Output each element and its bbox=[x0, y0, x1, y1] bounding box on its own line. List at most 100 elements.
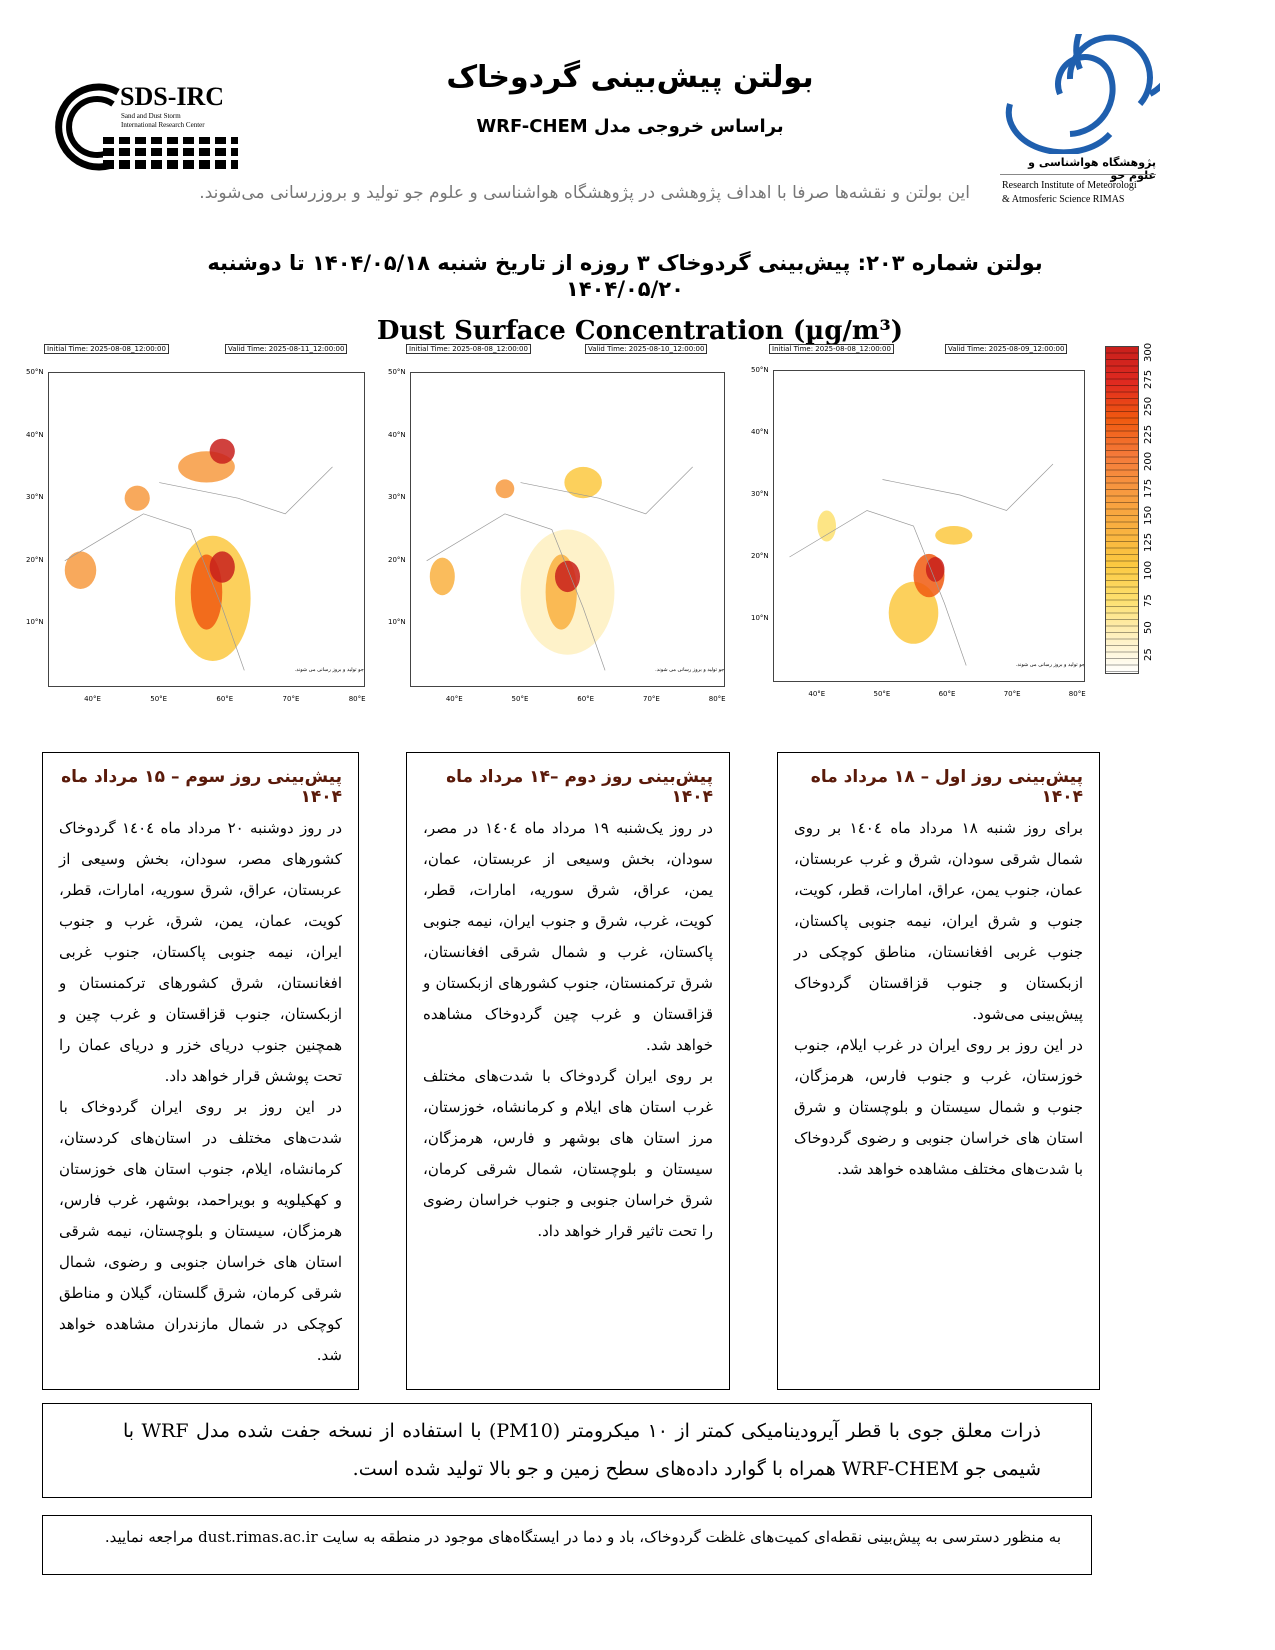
lon-tick-label: 40°E bbox=[445, 695, 463, 703]
lon-tick-label: 60°E bbox=[216, 695, 234, 703]
website-note-box: به منظور دسترسی به پیش‌بینی نقطه‌ای کمیت… bbox=[42, 1515, 1092, 1575]
colorbar-tick-label: 150 bbox=[1143, 506, 1154, 526]
day3-title: پیش‌بینی روز سوم – ۱۵ مرداد ماه ۱۴۰۴ bbox=[61, 767, 342, 807]
map-valid-time: Valid Time: 2025-08-10_12:00:00 bbox=[585, 344, 708, 354]
dust-plume bbox=[935, 526, 973, 545]
map-borders bbox=[789, 463, 1054, 666]
map-plot: این نقشه ها صرفا با اهداف پژوهشی در پژوه… bbox=[48, 372, 365, 687]
dust-plume bbox=[925, 557, 945, 582]
lat-tick-label: 20°N bbox=[388, 555, 406, 564]
dust-plume bbox=[554, 560, 581, 593]
colorbar-tick-label: 75 bbox=[1143, 594, 1154, 607]
map-footer-text: این نقشه ها صرفا با اهداف پژوهشی در پژوه… bbox=[295, 666, 365, 673]
map-borders bbox=[426, 466, 693, 671]
lon-tick-label: 70°E bbox=[1003, 690, 1021, 698]
colorbar-tick-label: 275 bbox=[1143, 370, 1154, 390]
day1-forecast-box: پیش‌بینی روز اول – ۱۸ مرداد ماه ۱۴۰۴ برا… bbox=[777, 752, 1100, 1390]
lon-tick-label: 60°E bbox=[938, 690, 956, 698]
lon-tick-label: 70°E bbox=[643, 695, 660, 703]
map-footer-text: این نقشه ها صرفا با اهداف پژوهشی در پژوه… bbox=[1016, 661, 1085, 668]
rimas-name-en1: Research Institute of Meteorologi bbox=[1002, 180, 1137, 191]
lat-tick-label: 50°N bbox=[26, 368, 44, 376]
lon-tick-label: 70°E bbox=[282, 695, 300, 703]
map-initial-time: Initial Time: 2025-08-08_12:00:00 bbox=[406, 344, 531, 354]
lat-tick-label: 40°N bbox=[26, 430, 44, 439]
colorbar-tick-label: 200 bbox=[1143, 451, 1154, 471]
bulletin-title: بولتن شماره ۲۰۳: پیش‌بینی گردوخاک ۳ روزه… bbox=[207, 251, 1043, 301]
lon-tick-label: 40°E bbox=[808, 690, 826, 698]
map-initial-time: Initial Time: 2025-08-08_12:00:00 bbox=[769, 344, 894, 354]
colorbar-tick-label: 125 bbox=[1143, 533, 1154, 553]
lat-tick-label: 50°N bbox=[388, 368, 406, 376]
lon-tick-label: 80°E bbox=[348, 695, 366, 703]
rimas-name-fa: پژوهشگاه هواشناسی و علوم جو bbox=[1028, 156, 1156, 182]
dust-plume bbox=[495, 479, 515, 499]
day2-paragraph: در روز یک‌شنبه ۱۹ مرداد ماه ۱٤۰٤ در مصر،… bbox=[423, 819, 713, 1054]
lat-tick-label: 20°N bbox=[751, 552, 769, 560]
lon-tick-label: 80°E bbox=[1068, 690, 1086, 698]
lon-tick-label: 50°E bbox=[511, 695, 529, 703]
day3-paragraph: در روز دوشنبه ۲۰ مرداد ماه ۱٤۰٤ گردوخاک … bbox=[59, 819, 343, 1085]
lat-tick-label: 40°N bbox=[388, 430, 406, 439]
lat-tick-label: 50°N bbox=[751, 366, 769, 374]
day1-paragraph: برای روز شنبه ۱۸ مرداد ماه ۱٤۰٤ بر روی ش… bbox=[794, 819, 1083, 1023]
colorbar-tick-label: 50 bbox=[1143, 621, 1154, 634]
rimas-logo-mark bbox=[1005, 0, 1180, 156]
colorbar-tick-label: 225 bbox=[1143, 424, 1154, 444]
dust-plume bbox=[124, 485, 150, 511]
lat-tick-label: 40°N bbox=[751, 428, 769, 436]
dust-plume bbox=[64, 551, 97, 589]
map-plot: این نقشه ها صرفا با اهداف پژوهشی در پژوه… bbox=[773, 370, 1085, 682]
pm10-note-box: ذرات معلق جوی با قطر آیرودینامیکی کمتر ا… bbox=[42, 1403, 1092, 1498]
lat-tick-label: 20°N bbox=[26, 555, 44, 564]
lat-tick-label: 10°N bbox=[751, 614, 769, 622]
colorbar-tick-label: 300 bbox=[1143, 342, 1154, 362]
lat-tick-label: 30°N bbox=[26, 493, 44, 502]
dust-plume bbox=[429, 557, 455, 596]
map-valid-time: Valid Time: 2025-08-11_12:00:00 bbox=[225, 344, 348, 354]
map-plot: این نقشه ها صرفا با اهداف پژوهشی در پژوه… bbox=[410, 372, 725, 687]
day3-forecast-box: پیش‌بینی روز سوم – ۱۵ مرداد ماه ۱۴۰۴ در … bbox=[42, 752, 359, 1390]
day1-paragraph: در این روز بر روی ایران در غرب ایلام، جن… bbox=[794, 1036, 1083, 1178]
pm10-note: ذرات معلق جوی با قطر آیرودینامیکی کمتر ا… bbox=[123, 1420, 1041, 1480]
colorbar-tick-label: 250 bbox=[1143, 397, 1154, 417]
day2-title: پیش‌بینی روز دوم –۱۴ مرداد ماه ۱۴۰۴ bbox=[446, 767, 713, 807]
lon-tick-label: 40°E bbox=[84, 695, 101, 703]
colorbar-tick-label: 25 bbox=[1143, 648, 1154, 662]
day1-title: پیش‌بینی روز اول – ۱۸ مرداد ماه ۱۴۰۴ bbox=[810, 767, 1083, 807]
rimas-logo: پژوهشگاه هواشناسی و علوم جو Research Ins… bbox=[1000, 0, 1180, 214]
sds-irc-logo-mark bbox=[55, 83, 120, 171]
lon-tick-label: 50°E bbox=[873, 690, 891, 698]
lon-tick-label: 80°E bbox=[708, 695, 726, 703]
day2-forecast-box: پیش‌بینی روز دوم –۱۴ مرداد ماه ۱۴۰۴ در ر… bbox=[406, 752, 730, 1390]
chart-title: Dust Surface Concentration (µg/m³) bbox=[376, 316, 904, 346]
page-title: بولتن پیش‌بینی گردوخاک bbox=[446, 60, 814, 95]
dust-plume bbox=[209, 438, 235, 464]
day3-paragraph: در این روز بر روی ایران گردوخاک با شدت‌ه… bbox=[59, 1098, 342, 1364]
lat-tick-label: 10°N bbox=[26, 618, 44, 627]
map-valid-time: Valid Time: 2025-08-09_12:00:00 bbox=[945, 344, 1068, 354]
website-note[interactable]: به منظور دسترسی به پیش‌بینی نقطه‌ای کمیت… bbox=[104, 1528, 1061, 1546]
map-footer-text: این نقشه ها صرفا با اهداف پژوهشی در پژوه… bbox=[655, 666, 725, 673]
dust-plume bbox=[564, 466, 602, 499]
colorbar-tick-label: 175 bbox=[1143, 478, 1154, 498]
dust-plume bbox=[209, 551, 235, 583]
disclaimer-text: این بولتن و نقشه‌ها صرفا با اهداف پژوهشی… bbox=[199, 183, 970, 203]
sds-irc-logo: SDS-IRC Sand and Dust Storm Internationa… bbox=[28, 82, 243, 172]
map-initial-time: Initial Time: 2025-08-08_12:00:00 bbox=[44, 344, 169, 354]
day2-paragraph: بر روی ایران گردوخاک با شدت‌های مختلف غر… bbox=[423, 1067, 713, 1240]
colorbar-tick-label: 100 bbox=[1143, 560, 1154, 580]
lon-tick-label: 60°E bbox=[577, 695, 595, 703]
page-subtitle: براساس خروجی مدل WRF-CHEM bbox=[476, 116, 784, 137]
colorbar bbox=[1105, 346, 1139, 674]
lon-tick-label: 50°E bbox=[150, 695, 168, 703]
dust-plume bbox=[817, 510, 836, 542]
sds-irc-name: SDS-IRC bbox=[120, 82, 225, 111]
rimas-name-en2: & Atmosferic Science RIMAS bbox=[1002, 194, 1125, 205]
lat-tick-label: 10°N bbox=[388, 618, 406, 627]
sds-irc-line1: Sand and Dust Storm bbox=[121, 112, 181, 120]
dust-plume bbox=[888, 581, 939, 644]
sds-irc-bars bbox=[103, 137, 238, 169]
lat-tick-label: 30°N bbox=[751, 490, 769, 498]
